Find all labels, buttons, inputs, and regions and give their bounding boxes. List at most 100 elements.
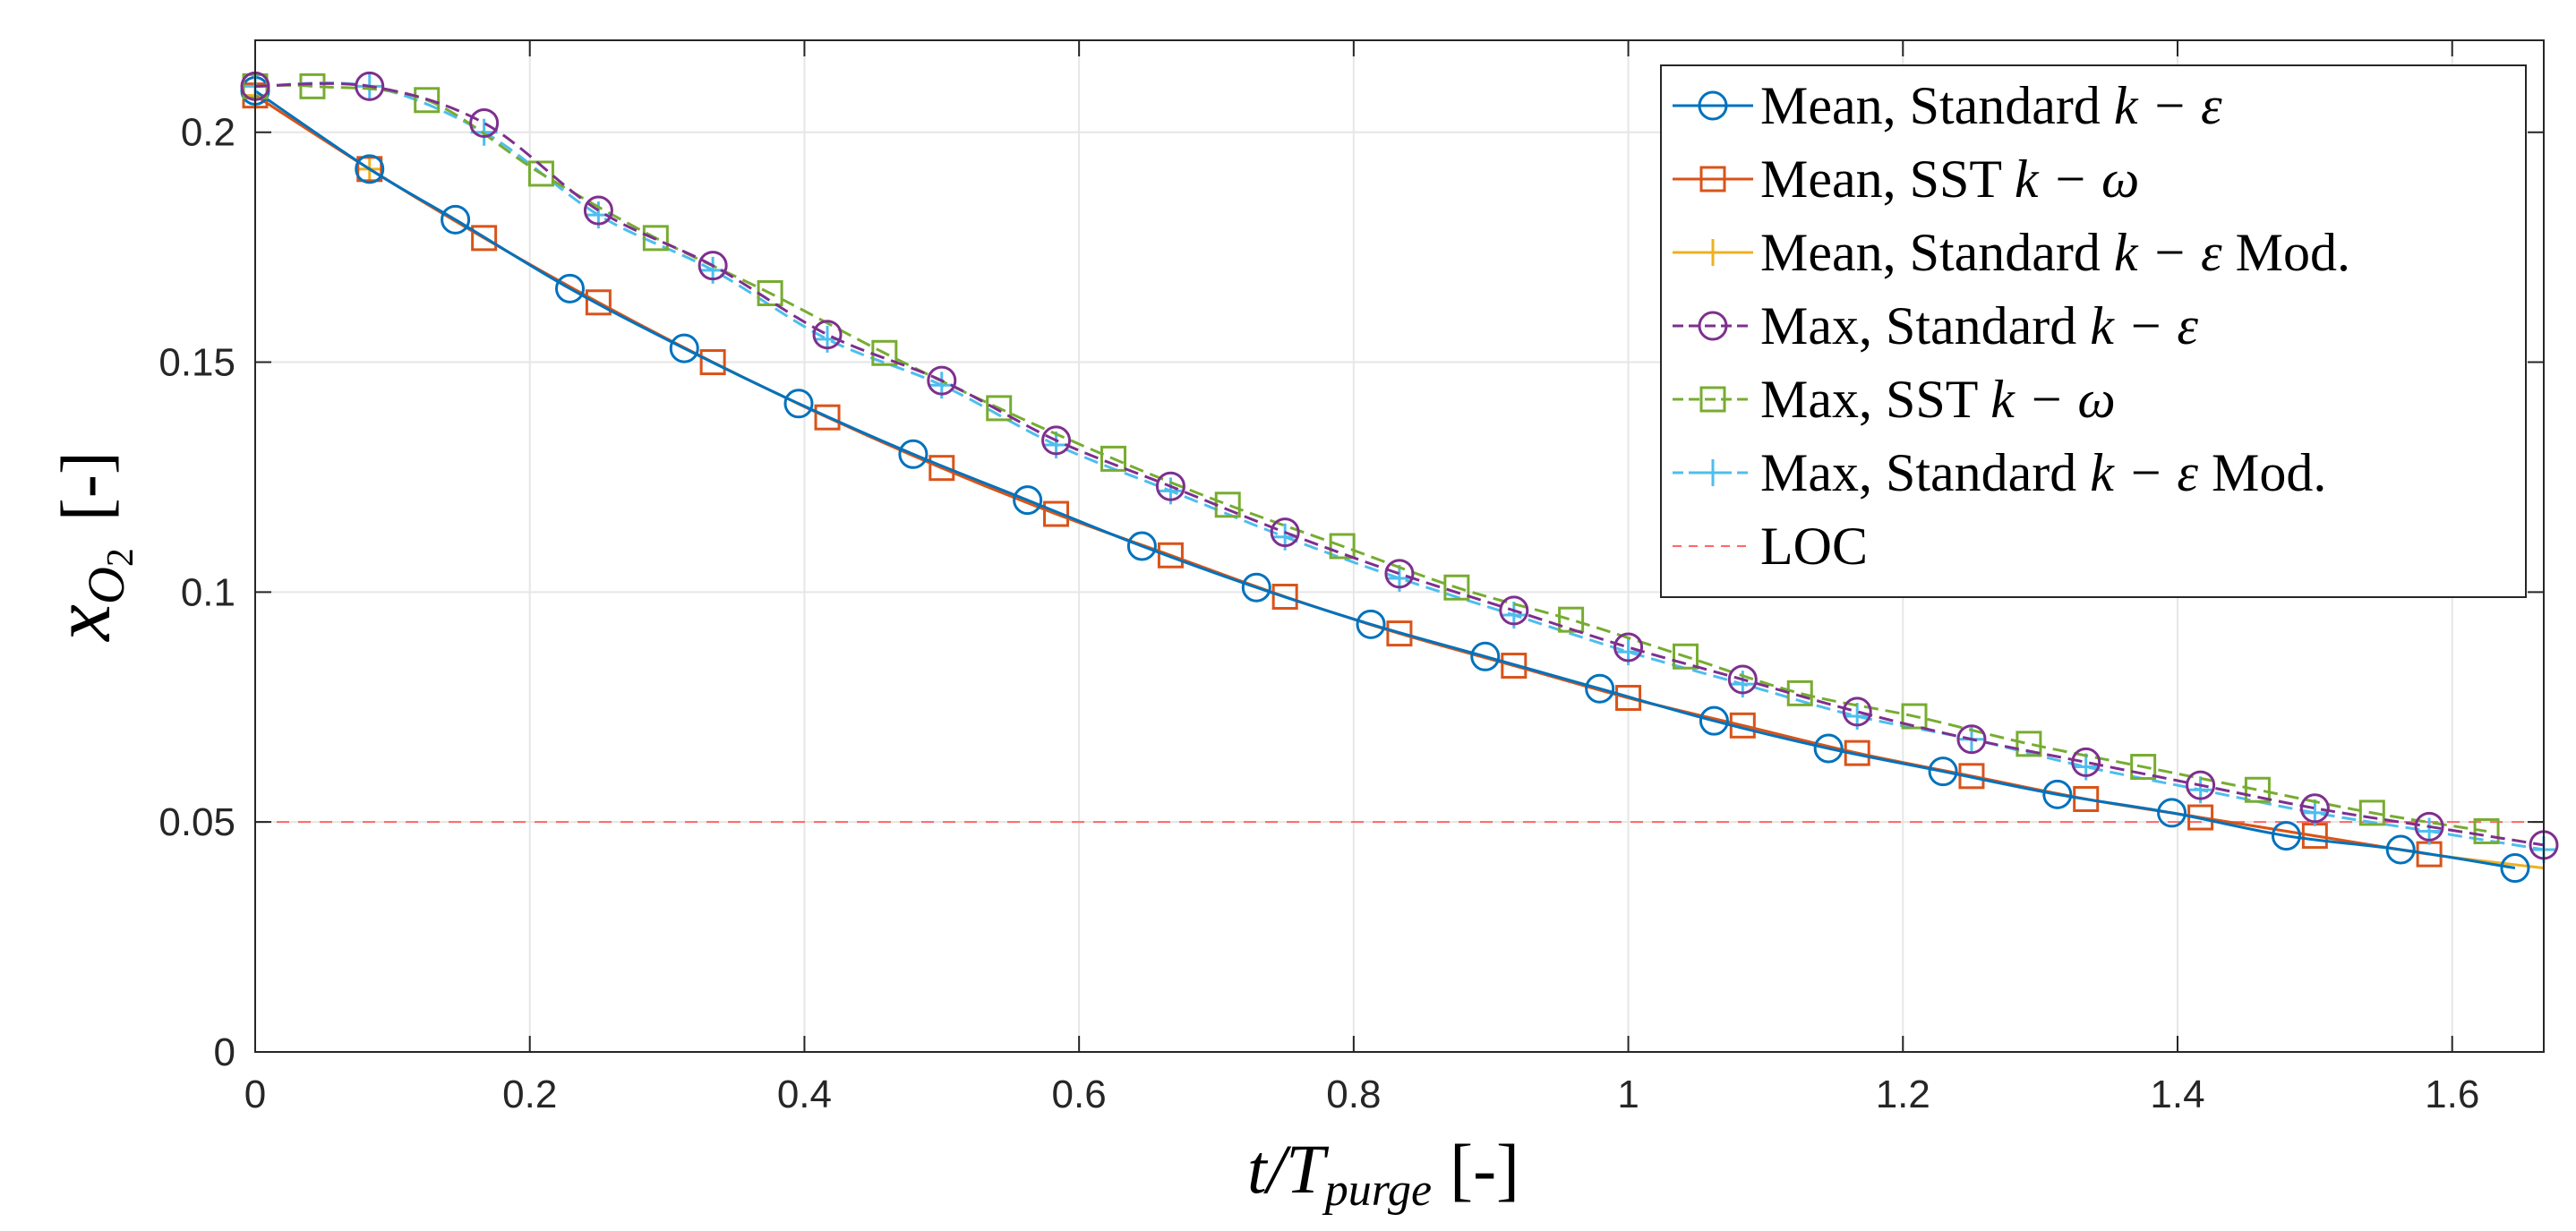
data-point (1126, 531, 1157, 561)
svg-text:xO2[-]: xO2 [-] (36, 451, 141, 643)
legend-item: Mean, Standard k − ε (1673, 76, 2222, 135)
data-point (986, 395, 1013, 422)
series-line (254, 90, 2516, 870)
series-line (254, 83, 2487, 833)
data-point (1558, 606, 1585, 633)
data-point (1699, 705, 1729, 736)
data-point (1956, 724, 1987, 755)
data-point (2299, 793, 2330, 824)
data-point (2130, 754, 2157, 781)
data-point (669, 333, 699, 363)
y-tick-label: 0.05 (158, 800, 235, 844)
legend: Mean, Standard k − ε Mean, SST k − ω Mean,… (1660, 64, 2527, 598)
legend-item: Max, Standard k − ε Mod. (1673, 443, 2326, 502)
data-point (356, 156, 383, 183)
legend-marker (1699, 166, 1726, 192)
svg-text:t/Tpurge[-]: t/Tpurge [-] (1247, 1130, 1519, 1216)
y-tick-label: 0.1 (181, 570, 235, 614)
data-point (2385, 834, 2416, 865)
legend-marker (1699, 239, 1726, 266)
legend-item: Mean, SST k − ω (1673, 150, 2139, 209)
y-tick-label: 0 (214, 1030, 235, 1074)
legend-label: Max, SST k − ω (1760, 370, 2116, 429)
x-tick-label: 0 (244, 1073, 266, 1116)
series-3 (240, 71, 2559, 860)
data-point (1241, 572, 1271, 603)
data-point (1013, 485, 1043, 516)
data-point (2473, 817, 2500, 844)
data-point (1501, 653, 1528, 680)
y-axis-label-main: x (36, 604, 127, 643)
data-point (1585, 673, 1615, 704)
legend-label: Max, Standard k − ε Mod. (1760, 443, 2326, 502)
data-point (697, 251, 728, 281)
data-point (2186, 770, 2216, 800)
data-point (1329, 533, 1356, 560)
data-point (927, 365, 957, 396)
data-point (1386, 620, 1413, 647)
legend-label: Mean, SST k − ω (1760, 150, 2139, 209)
data-point (699, 349, 726, 376)
legend-label: Mean, Standard k − ε Mod. (1760, 223, 2350, 282)
data-point (1842, 697, 1872, 727)
y-ticks: 0 0.05 0.1 0.15 0.2 (158, 111, 2544, 1074)
data-point (2271, 821, 2301, 851)
data-point (2042, 779, 2073, 809)
data-point (812, 320, 843, 350)
data-point (2015, 731, 2042, 757)
x-axis-label-main: t/T (1247, 1130, 1329, 1208)
x-axis-label: t/Tpurge [-] (1247, 1130, 1519, 1216)
series-4 (242, 73, 2500, 844)
series-layer (240, 71, 2559, 884)
data-point (1155, 471, 1185, 501)
data-point (355, 71, 385, 101)
data-point (1043, 500, 1070, 527)
data-point (642, 225, 669, 252)
data-point (355, 154, 385, 184)
x-axis-label-sub: purge (1322, 1165, 1432, 1216)
data-point (1673, 643, 1699, 670)
data-point (1928, 757, 1958, 787)
y-axis-label-subsub: 2 (100, 548, 141, 567)
series-0 (240, 76, 2530, 884)
x-tick-label: 0.8 (1326, 1073, 1381, 1116)
data-point (1271, 584, 1298, 610)
x-tick-label: 1.4 (2150, 1073, 2204, 1116)
x-tick-label: 0.2 (502, 1073, 557, 1116)
data-point (2244, 776, 2271, 803)
x-tick-label: 0.4 (777, 1073, 832, 1116)
data-point (1615, 685, 1642, 711)
legend-item: LOC (1673, 517, 1868, 576)
legend-item: Max, SST k − ω (1673, 370, 2116, 429)
data-point (1499, 595, 1529, 626)
x-tick-label: 0.6 (1052, 1073, 1107, 1116)
y-tick-label: 0.15 (158, 341, 235, 385)
legend-marker (1698, 311, 1728, 341)
data-point (1470, 641, 1501, 671)
legend-box (1660, 64, 2527, 598)
data-point (1613, 632, 1644, 663)
series-line (254, 81, 2545, 851)
data-point (414, 87, 441, 114)
data-point (898, 439, 929, 469)
series-line (254, 81, 2545, 847)
legend-label: LOC (1760, 517, 1868, 576)
y-axis-label-sub: O (77, 567, 135, 604)
data-point (1384, 559, 1415, 589)
data-point (1356, 609, 1386, 639)
x-axis-label-unit: [-] (1450, 1130, 1519, 1208)
data-point (585, 289, 612, 316)
data-point (1100, 445, 1126, 472)
data-point (814, 404, 841, 431)
data-point (1041, 425, 1072, 456)
legend-label: Max, Standard k − ε (1760, 296, 2198, 355)
x-tick-label: 1.6 (2425, 1073, 2479, 1116)
data-point (1813, 733, 1844, 764)
data-point (1727, 664, 1758, 695)
data-point (554, 273, 585, 303)
data-point (299, 73, 326, 99)
data-point (929, 455, 955, 482)
legend-item: Mean, Standard k − ε Mod. (1673, 223, 2350, 282)
legend-label: Mean, Standard k − ε (1760, 76, 2222, 135)
x-tick-label: 1 (1617, 1073, 1639, 1116)
